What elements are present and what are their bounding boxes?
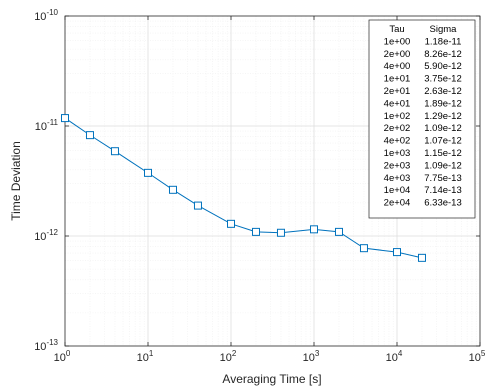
x-tick-label-base: 10 xyxy=(469,352,481,364)
data-point xyxy=(251,227,260,236)
legend-tau-value: 4e+02 xyxy=(384,136,411,147)
legend-box xyxy=(368,19,476,219)
legend-tau-value: 2e+04 xyxy=(384,198,411,209)
data-point xyxy=(227,219,235,228)
legend-sigma-value: 3.75e-12 xyxy=(424,74,462,85)
data-point xyxy=(359,244,368,253)
axes-box xyxy=(64,15,481,347)
x-tick-label-base: 10 xyxy=(386,352,398,364)
y-tick-label-exponent: -13 xyxy=(46,338,58,347)
x-tick-label-exponent: 0 xyxy=(66,349,71,358)
data-point xyxy=(110,147,119,156)
legend-tau-value: 2e+00 xyxy=(384,49,411,60)
x-axis-label: Averaging Time [s] xyxy=(222,372,321,386)
legend-tau-value: 2e+01 xyxy=(384,86,411,97)
data-point xyxy=(85,131,94,140)
legend-tau-value: 4e+01 xyxy=(384,98,411,109)
x-tick-label-exponent: 1 xyxy=(149,349,154,358)
data-point xyxy=(144,168,152,177)
data-point xyxy=(276,228,285,237)
y-tick-label-exponent: -12 xyxy=(46,228,58,237)
x-tick-label-base: 10 xyxy=(54,352,66,364)
legend-sigma-value: 1.89e-12 xyxy=(424,98,462,109)
legend-tau-value: 2e+02 xyxy=(384,123,411,134)
y-tick-label-base: 10 xyxy=(34,11,46,23)
legend-sigma-value: 1.29e-12 xyxy=(424,111,462,122)
x-tick-label: 100 xyxy=(54,349,71,364)
y-tick-label-base: 10 xyxy=(34,231,46,243)
x-tick-label-exponent: 3 xyxy=(315,349,320,358)
y-tick-label: 10-10 xyxy=(34,8,58,23)
legend-sigma-value: 1.09e-12 xyxy=(424,123,462,134)
data-point xyxy=(193,201,202,210)
legend-tau-value: 1e+01 xyxy=(384,74,411,85)
series-layer xyxy=(61,114,426,262)
legend-sigma-value: 1.09e-12 xyxy=(424,160,462,171)
x-tick-label-exponent: 2 xyxy=(232,349,237,358)
x-tick-label-base: 10 xyxy=(220,352,232,364)
data-point xyxy=(417,253,426,262)
data-point xyxy=(334,227,343,236)
legend-header-tau: Tau xyxy=(389,24,404,35)
legend-tau-value: 1e+04 xyxy=(384,185,411,196)
legend-sigma-value: 1.15e-12 xyxy=(424,148,462,159)
y-tick-label-exponent: -11 xyxy=(47,118,59,127)
minor-grid xyxy=(65,16,480,346)
y-tick-label: 10-13 xyxy=(34,338,58,353)
legend-header-sigma: Sigma xyxy=(430,24,458,35)
legend-sigma-value: 1.18e-11 xyxy=(425,36,462,47)
x-tick-label: 105 xyxy=(469,349,486,364)
legend-tau-value: 1e+03 xyxy=(384,148,411,159)
legend-tau-value: 1e+02 xyxy=(384,111,411,122)
x-tick-label: 103 xyxy=(303,349,320,364)
x-tick-label-base: 10 xyxy=(137,352,149,364)
legend-sigma-value: 7.75e-13 xyxy=(424,173,462,184)
x-tick-label-exponent: 5 xyxy=(481,349,486,358)
legend-sigma-value: 8.26e-12 xyxy=(424,49,462,60)
y-tick-label: 10-12 xyxy=(34,228,58,243)
y-tick-label-exponent: -10 xyxy=(46,8,58,17)
x-tick-label: 104 xyxy=(386,349,403,364)
data-point xyxy=(168,185,177,194)
y-tick-label-base: 10 xyxy=(34,341,46,353)
legend-tau-value: 4e+00 xyxy=(384,61,411,72)
x-tick-label: 101 xyxy=(137,349,154,364)
legend-sigma-value: 7.14e-13 xyxy=(424,185,462,196)
legend-sigma-value: 2.63e-12 xyxy=(424,86,462,97)
x-tick-label-exponent: 4 xyxy=(398,349,403,358)
legend-sigma-value: 5.90e-12 xyxy=(424,61,462,72)
x-tick-label-base: 10 xyxy=(303,352,315,364)
data-point xyxy=(310,225,318,234)
data-point xyxy=(393,248,401,257)
legend-sigma-value: 6.33e-13 xyxy=(424,198,462,209)
legend-sigma-value: 1.07e-12 xyxy=(424,136,462,147)
legend-tau-value: 1e+00 xyxy=(384,36,411,47)
y-axis-label: Time Deviation xyxy=(9,141,23,221)
data-point xyxy=(61,114,69,123)
y-tick-label-base: 10 xyxy=(35,121,47,133)
legend: Tau Sigma 1e+00 1.18e-11 2e+00 8.26e-12 4e+00 5… xyxy=(368,19,476,219)
y-tick-label: 10-11 xyxy=(35,118,59,133)
x-tick-label: 102 xyxy=(220,349,237,364)
legend-tau-value: 4e+03 xyxy=(384,173,411,184)
legend-tau-value: 2e+03 xyxy=(384,160,411,171)
series-line xyxy=(64,117,423,259)
